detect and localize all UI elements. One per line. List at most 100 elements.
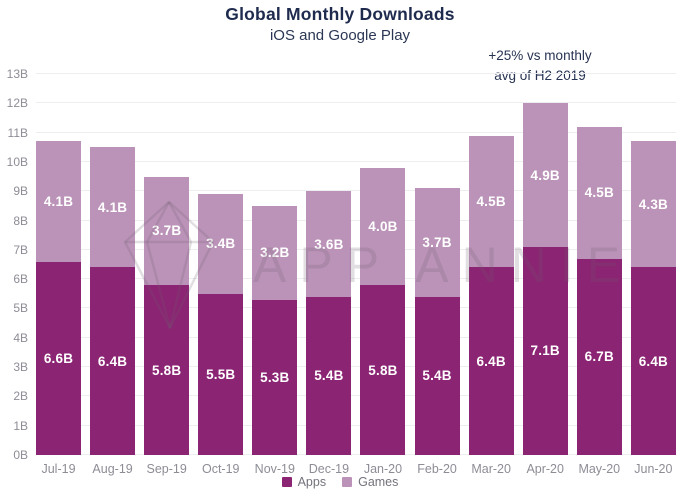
segment-games[interactable]: 4.1B — [90, 147, 136, 268]
gridline — [36, 190, 676, 192]
bar-feb-20[interactable]: 3.7B 5.4B Feb-20 — [414, 74, 460, 476]
segment-value-label: 3.7B — [422, 235, 452, 251]
segment-apps[interactable]: 5.3B — [252, 299, 298, 455]
y-axis-tick: 1B — [13, 418, 28, 433]
bar-apr-20[interactable]: 4.9B 7.1B Apr-20 — [522, 74, 568, 476]
bar-aug-19[interactable]: 4.1B 6.4B Aug-19 — [90, 74, 136, 476]
legend-item-apps[interactable]: Apps — [281, 475, 327, 489]
segment-games[interactable]: 4.5B — [576, 126, 622, 259]
y-axis-tick: 11B — [7, 125, 28, 140]
gridline — [36, 336, 676, 338]
legend: Apps Games — [0, 475, 680, 489]
y-axis-tick: 5B — [13, 301, 28, 316]
segment-games[interactable]: 3.4B — [198, 194, 244, 294]
segment-apps[interactable]: 5.4B — [306, 296, 352, 455]
annotation-line2: avg of H2 2019 — [494, 68, 586, 83]
segment-value-label: 6.4B — [97, 353, 128, 369]
gridline — [36, 454, 676, 455]
bar-jan-20[interactable]: 4.0B 5.8B Jan-20 — [360, 74, 406, 476]
gridline — [36, 248, 676, 250]
segment-apps[interactable]: 7.1B — [522, 246, 568, 455]
y-axis-tick: 8B — [13, 213, 28, 228]
legend-label: Games — [358, 475, 399, 489]
segment-value-label: 3.2B — [260, 245, 290, 261]
chart-subtitle: iOS and Google Play — [269, 27, 411, 44]
y-axis-tick: 6B — [13, 272, 28, 287]
segment-apps[interactable]: 5.8B — [360, 285, 406, 455]
segment-value-label: 5.3B — [260, 369, 290, 385]
y-axis-tick: 2B — [13, 389, 28, 404]
bar-sep-19[interactable]: 3.7B 5.8B Sep-19 — [144, 74, 190, 476]
gridline — [36, 160, 676, 162]
x-axis-tick: Nov-19 — [254, 462, 295, 476]
segment-apps[interactable]: 6.4B — [468, 267, 514, 455]
segment-games[interactable]: 3.2B — [252, 205, 298, 300]
legend-label: Apps — [297, 475, 327, 489]
segment-value-label: 6.6B — [43, 350, 74, 366]
segment-value-label: 4.1B — [43, 194, 74, 209]
gridline — [36, 307, 676, 309]
bar-jun-20[interactable]: 4.3B 6.4B Jun-20 — [630, 74, 676, 476]
segment-games[interactable]: 3.6B — [306, 191, 352, 297]
bar-oct-19[interactable]: 3.4B 5.5B Oct-19 — [198, 74, 244, 476]
segment-value-label: 4.3B — [638, 196, 669, 212]
segment-apps[interactable]: 6.6B — [36, 261, 81, 455]
x-axis-tick: Sep-19 — [146, 462, 187, 476]
segment-apps[interactable]: 6.4B — [630, 267, 676, 455]
segment-games[interactable]: 3.7B — [414, 188, 460, 297]
segment-apps[interactable]: 6.4B — [90, 267, 136, 455]
gridline — [36, 131, 676, 133]
gridline — [36, 219, 676, 221]
segment-apps[interactable]: 6.7B — [576, 258, 622, 455]
annotation-callout: +25% vs monthly avg of H2 2019 — [472, 46, 608, 86]
segment-games[interactable]: 4.9B — [522, 103, 568, 247]
segment-value-label: 5.8B — [151, 362, 182, 378]
bar-mar-20[interactable]: 4.5B 6.4B Mar-20 — [468, 74, 514, 476]
legend-item-games[interactable]: Games — [342, 475, 398, 489]
y-axis-tick: 7B — [13, 242, 28, 257]
y-axis-tick: 4B — [13, 330, 28, 345]
chart-title: Global Monthly Downloads — [225, 4, 455, 24]
segment-value-label: 7.1B — [530, 343, 560, 359]
segment-games[interactable]: 3.7B — [144, 176, 190, 286]
gridline — [36, 424, 676, 426]
bar-dec-19[interactable]: 3.6B 5.4B Dec-19 — [306, 74, 352, 476]
segment-games[interactable]: 4.5B — [468, 135, 514, 268]
segment-games[interactable]: 4.1B — [36, 141, 81, 262]
gridline — [36, 102, 676, 104]
x-axis-tick: Dec-19 — [308, 462, 350, 476]
y-axis-tick: 0B — [13, 448, 28, 462]
bar-nov-19[interactable]: 3.2B 5.3B Nov-19 — [252, 74, 298, 476]
y-axis-tick: 13B — [6, 67, 28, 81]
segment-value-label: 3.6B — [314, 236, 344, 252]
plot-area: 4.1B 6.6B Jul-19 4.1B 6.4B Aug-19 3.7B 5.8B Sep-… — [7, 67, 676, 476]
x-axis-tick: Jul-19 — [41, 462, 76, 476]
segment-apps[interactable]: 5.5B — [198, 293, 244, 455]
y-axis-tick: 3B — [13, 360, 28, 375]
x-axis-tick: Jan-20 — [363, 462, 403, 476]
segment-value-label: 6.7B — [584, 349, 614, 365]
bars-row: 4.1B 6.6B Jul-19 4.1B 6.4B Aug-19 3.7B 5.8B Sep-… — [36, 74, 676, 476]
annotation-line1: +25% vs monthly — [488, 48, 592, 63]
gridline — [36, 366, 676, 368]
bar-may-20[interactable]: 4.5B 6.7B May-20 — [576, 74, 622, 476]
segment-apps[interactable]: 5.4B — [414, 296, 460, 455]
segment-value-label: 3.4B — [206, 236, 236, 252]
segment-value-label: 6.4B — [476, 353, 506, 369]
segment-games[interactable]: 4.3B — [630, 141, 676, 268]
legend-swatch-icon — [281, 477, 292, 487]
segment-games[interactable]: 4.0B — [360, 167, 406, 286]
segment-value-label: 4.1B — [97, 199, 128, 215]
x-axis-tick: Aug-19 — [92, 462, 133, 476]
segment-value-label: 4.9B — [530, 167, 560, 183]
segment-value-label: 4.0B — [368, 218, 398, 234]
segment-apps[interactable]: 5.8B — [144, 285, 190, 455]
bar-jul-19[interactable]: 4.1B 6.6B Jul-19 — [36, 74, 81, 476]
segment-value-label: 5.4B — [314, 368, 344, 384]
x-axis-tick: Apr-20 — [526, 462, 564, 476]
x-axis-tick: Oct-19 — [201, 462, 240, 476]
x-axis-tick: May-20 — [578, 462, 621, 476]
y-axis-tick: 12B — [6, 96, 28, 111]
x-axis-tick: Mar-20 — [471, 462, 511, 476]
